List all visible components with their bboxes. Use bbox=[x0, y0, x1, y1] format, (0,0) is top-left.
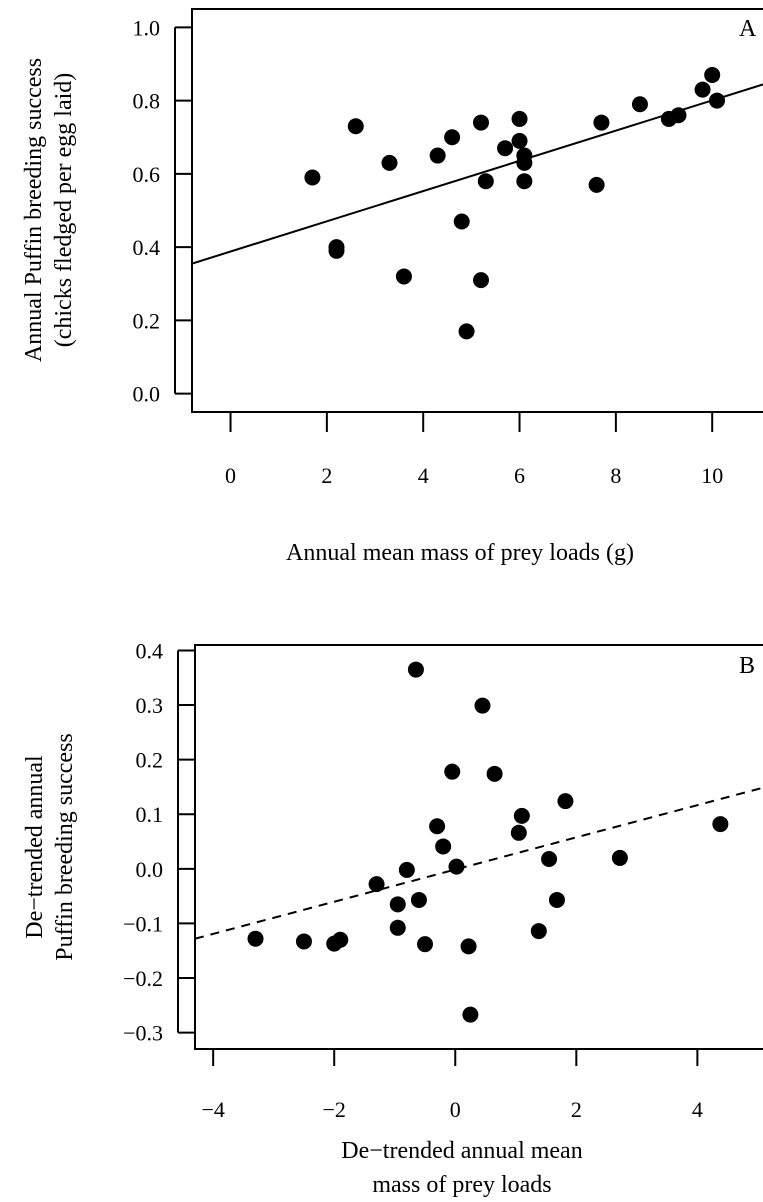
panel-b-data-point bbox=[435, 838, 452, 855]
panel-a-data-point bbox=[511, 132, 528, 149]
panel-a-data-point bbox=[429, 147, 446, 164]
panel-b-data-point bbox=[444, 763, 461, 780]
panel-b-data-point bbox=[530, 923, 547, 940]
panel-b-data-point bbox=[557, 793, 574, 810]
panel-b-data-point bbox=[410, 891, 427, 908]
panel-b-data-point bbox=[460, 938, 477, 955]
panel-b-data-point bbox=[462, 1006, 479, 1023]
panel-a-data-point bbox=[631, 96, 648, 113]
panel-a-label: A bbox=[739, 16, 757, 42]
panel-b-x-tick-label: 2 bbox=[571, 1097, 582, 1122]
panel-b-data-point bbox=[474, 697, 491, 714]
panel-b-data-point bbox=[398, 861, 415, 878]
panel-b-data-point bbox=[389, 896, 406, 913]
panel-b: B De−trended annual mean mass of prey lo… bbox=[22, 638, 763, 1198]
panel-b-marks: −4 −2 0 2 4 −0.3 −0.2 −0.1 0.0 0.1 0.2 0.3 0.4 bbox=[123, 638, 763, 1122]
panel-a-data-point bbox=[511, 110, 528, 127]
panel-a-y-tick-label: 0.2 bbox=[133, 308, 161, 333]
panel-b-y-tick-label: −0.3 bbox=[123, 1021, 163, 1046]
panel-b-data-point bbox=[247, 930, 264, 947]
panel-a-data-point bbox=[381, 154, 398, 171]
panel-b-x-tick-label: −4 bbox=[201, 1097, 224, 1122]
panel-b-data-point bbox=[611, 849, 628, 866]
panel-a-x-tick-label: 8 bbox=[610, 463, 621, 488]
panel-a: A Annual mean mass of prey loads (g) Ann… bbox=[21, 8, 763, 566]
panel-b-fit-line bbox=[196, 786, 763, 940]
panel-a-x-tick-label: 4 bbox=[418, 463, 429, 488]
panel-a-data-point bbox=[347, 118, 364, 135]
panel-a-data-point bbox=[453, 213, 470, 230]
panel-b-data-point bbox=[486, 765, 503, 782]
panel-b-ylabel-line2: Puffin breeding success bbox=[52, 733, 78, 961]
panel-a-data-point bbox=[694, 81, 711, 98]
panel-a-data-point bbox=[670, 107, 687, 124]
panel-b-y-tick-label: −0.2 bbox=[123, 966, 163, 991]
panel-a-y-tick-label: 0.0 bbox=[133, 382, 161, 407]
panel-a-ylabel-line1: Annual Puffin breeding success bbox=[21, 58, 47, 362]
panel-b-x-tick-label: −2 bbox=[322, 1097, 345, 1122]
panel-a-data-point bbox=[477, 173, 494, 190]
panel-b-x-tick-label: 4 bbox=[692, 1097, 703, 1122]
panel-a-frame bbox=[191, 8, 763, 413]
panel-b-data-point bbox=[295, 933, 312, 950]
panel-b-xlabel-line2: mass of prey loads bbox=[372, 1172, 551, 1198]
panel-a-data-point bbox=[516, 154, 533, 171]
panel-b-xlabel-line1: De−trended annual mean bbox=[341, 1138, 582, 1164]
panel-a-x-tick-label: 10 bbox=[701, 463, 723, 488]
panel-b-frame bbox=[194, 644, 763, 1050]
panel-b-y-tick-label: 0.0 bbox=[136, 857, 164, 882]
panel-a-data-point bbox=[497, 140, 514, 157]
panel-b-data-point bbox=[448, 858, 465, 875]
panel-a-data-point bbox=[473, 272, 489, 289]
panel-a-marks: 0 2 4 6 8 10 0.0 0.2 0.4 0.6 0.8 1.0 bbox=[133, 15, 763, 488]
panel-a-data-point bbox=[395, 268, 412, 285]
panel-b-data-point bbox=[510, 824, 527, 841]
panel-b-y-tick-label: 0.4 bbox=[136, 638, 164, 663]
panel-b-data-point bbox=[389, 919, 406, 936]
panel-b-data-point bbox=[513, 807, 530, 824]
panel-b-data-point bbox=[541, 851, 558, 868]
panel-a-data-point bbox=[516, 173, 533, 190]
panel-b-y-tick-label: 0.1 bbox=[136, 802, 164, 827]
panel-a-data-point bbox=[709, 92, 726, 109]
panel-a-y-tick-label: 0.4 bbox=[133, 235, 161, 260]
panel-b-ylabel-line1: De−trended annual bbox=[22, 755, 48, 939]
panel-a-data-point bbox=[458, 323, 475, 340]
panel-b-data-point bbox=[332, 931, 349, 948]
panel-a-y-tick-label: 0.6 bbox=[133, 162, 161, 187]
panel-a-xlabel: Annual mean mass of prey loads (g) bbox=[286, 540, 634, 566]
panel-b-y-tick-label: 0.3 bbox=[136, 693, 164, 718]
panel-b-label: B bbox=[739, 653, 755, 679]
panel-a-data-point bbox=[328, 242, 345, 259]
panel-b-y-tick-label: −0.1 bbox=[123, 911, 163, 936]
panel-a-data-point bbox=[304, 169, 321, 186]
panel-b-x-tick-label: 0 bbox=[450, 1097, 461, 1122]
panel-b-data-point bbox=[548, 891, 565, 908]
panel-b-data-point bbox=[407, 661, 424, 678]
panel-b-data-point bbox=[368, 876, 385, 893]
panel-a-data-point bbox=[704, 66, 721, 83]
panel-a-data-point bbox=[588, 176, 605, 193]
panel-b-y-tick-label: 0.2 bbox=[136, 748, 164, 773]
panel-a-data-point bbox=[444, 129, 461, 146]
panel-a-data-point bbox=[473, 114, 489, 131]
panel-b-data-point bbox=[429, 818, 446, 835]
panel-a-x-tick-label: 6 bbox=[514, 463, 525, 488]
panel-a-x-tick-label: 0 bbox=[225, 463, 236, 488]
panel-a-data-point bbox=[593, 114, 610, 131]
panel-a-y-tick-label: 1.0 bbox=[133, 15, 161, 40]
panel-a-x-tick-label: 2 bbox=[321, 463, 332, 488]
panel-b-data-point bbox=[417, 936, 433, 953]
panel-a-ylabel-line2: (chicks fledged per egg laid) bbox=[51, 73, 77, 348]
panel-a-y-tick-label: 0.8 bbox=[133, 89, 161, 114]
panel-b-data-point bbox=[712, 816, 729, 833]
